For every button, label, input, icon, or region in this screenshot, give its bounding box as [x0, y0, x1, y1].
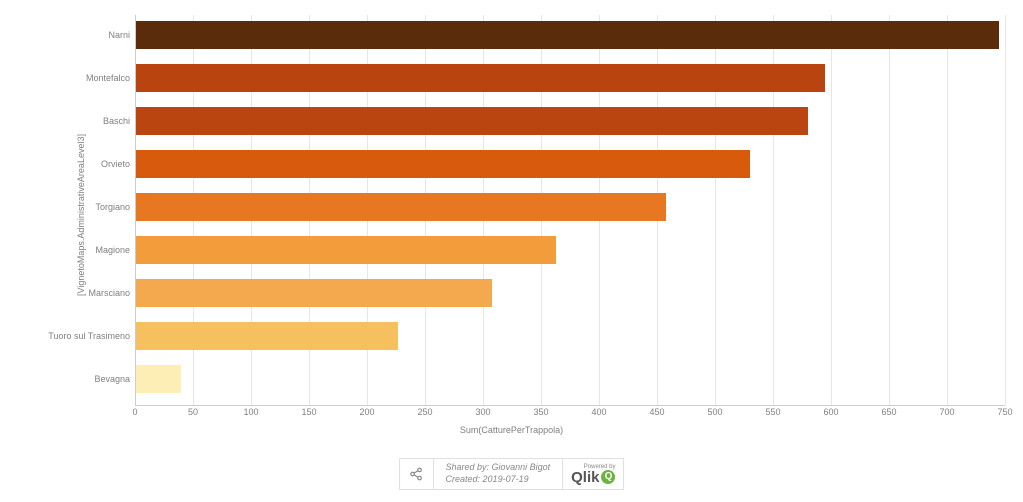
gridline	[1005, 15, 1006, 405]
bar	[135, 150, 750, 178]
footer-attribution: Shared by: Giovanni Bigot Created: 2019-…	[399, 458, 625, 490]
x-tick-label: 0	[132, 407, 137, 417]
bar	[135, 279, 492, 307]
x-axis: 0 50 100 150 200 250 300 350 400 450 500 550 600 650 7…	[135, 405, 1005, 425]
gridline	[947, 15, 948, 405]
bar-row[interactable]	[135, 21, 999, 49]
y-tick-label[interactable]: Tuoro sul Trasimeno	[10, 331, 130, 341]
y-tick-label[interactable]: Torgiano	[10, 202, 130, 212]
bar-row[interactable]	[135, 279, 492, 307]
y-tick-label[interactable]: Bevagna	[10, 374, 130, 384]
x-tick-label: 400	[591, 407, 606, 417]
bar	[135, 365, 181, 393]
x-tick-label: 350	[533, 407, 548, 417]
bar-row[interactable]	[135, 236, 556, 264]
bar	[135, 322, 398, 350]
y-tick-label[interactable]: Narni	[10, 30, 130, 40]
x-axis-label: Sum(CatturePerTrappola)	[0, 425, 1023, 435]
bar-row[interactable]	[135, 107, 808, 135]
x-tick-label: 650	[881, 407, 896, 417]
bar	[135, 21, 999, 49]
x-tick-label: 700	[939, 407, 954, 417]
x-tick-label: 50	[188, 407, 198, 417]
y-tick-label[interactable]: Marsciano	[10, 288, 130, 298]
share-info: Shared by: Giovanni Bigot Created: 2019-…	[434, 459, 564, 489]
bar	[135, 193, 666, 221]
x-tick-label: 450	[649, 407, 664, 417]
y-tick-label[interactable]: Baschi	[10, 116, 130, 126]
bar-row[interactable]	[135, 193, 666, 221]
x-tick-label: 600	[823, 407, 838, 417]
x-tick-label: 200	[359, 407, 374, 417]
bar	[135, 107, 808, 135]
y-baseline	[135, 15, 136, 405]
qlik-branding[interactable]: Powered by Qlik Q	[563, 459, 623, 489]
y-tick-label[interactable]: Orvieto	[10, 159, 130, 169]
plot-area	[135, 15, 1005, 405]
qlik-logo: Qlik Q	[571, 470, 615, 485]
share-button[interactable]	[400, 459, 434, 489]
x-tick-label: 500	[707, 407, 722, 417]
gridline	[889, 15, 890, 405]
bar-row[interactable]	[135, 150, 750, 178]
y-tick-label[interactable]: Montefalco	[10, 73, 130, 83]
created-text: Created: 2019-07-19	[446, 474, 551, 486]
bar-row[interactable]	[135, 64, 825, 92]
x-tick-label: 300	[475, 407, 490, 417]
bar-row[interactable]	[135, 322, 398, 350]
y-tick-label[interactable]: Magione	[10, 245, 130, 255]
bar	[135, 64, 825, 92]
qlik-q-icon: Q	[601, 470, 615, 484]
x-tick-label: 250	[417, 407, 432, 417]
x-tick-label: 750	[997, 407, 1012, 417]
chart-container: [VignetoMaps.AdministrativeAreaLevel3] 0…	[0, 0, 1023, 440]
bar-row[interactable]	[135, 365, 181, 393]
shared-by-text: Shared by: Giovanni Bigot	[446, 462, 551, 474]
bar	[135, 236, 556, 264]
gridline	[831, 15, 832, 405]
qlik-text: Qlik	[571, 470, 599, 485]
x-tick-label: 100	[243, 407, 258, 417]
x-tick-label: 550	[765, 407, 780, 417]
x-tick-label: 150	[301, 407, 316, 417]
